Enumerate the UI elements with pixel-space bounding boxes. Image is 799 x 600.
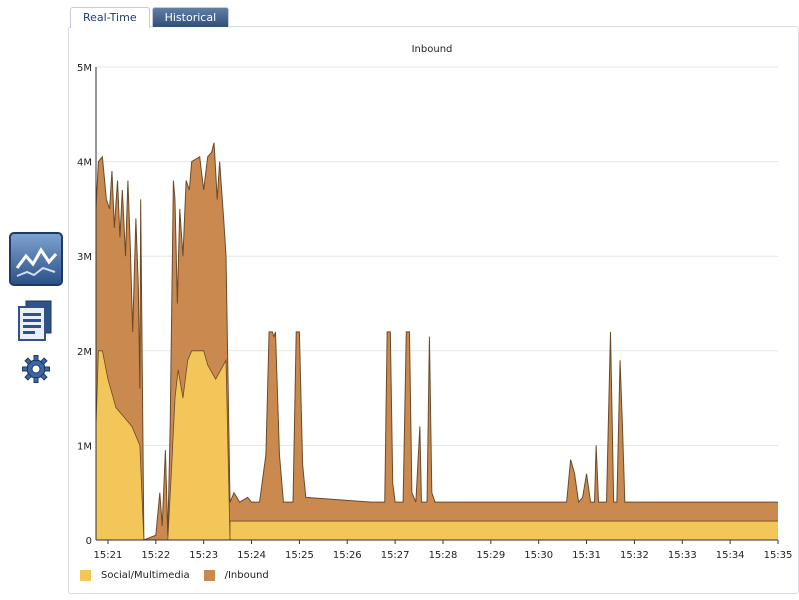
x-tick-label-1: 15:22 [141,550,170,561]
legend-swatch-inbound [203,570,215,581]
x-tick-label-11: 15:32 [620,550,649,561]
line-chart-icon[interactable] [9,232,63,290]
legend-label-social-multimedia: Social/Multimedia [101,570,190,581]
view-tabs: Real-Time Historical [70,7,230,28]
x-tick-label-4: 15:25 [285,550,314,561]
tab-real-time[interactable]: Real-Time [70,7,150,28]
legend-item-social-multimedia[interactable]: Social/Multimedia [80,570,190,581]
x-tick-label-3: 15:24 [237,550,266,561]
legend-item-inbound[interactable]: /Inbound [203,570,269,581]
legend-label-inbound: /Inbound [224,570,269,581]
legend-swatch-social-multimedia [80,570,91,581]
plot-areas [95,142,778,541]
x-tick-label-2: 15:23 [189,550,218,561]
y-tick-label-4: 4M [77,158,92,169]
chart-title: Inbound [412,44,453,55]
y-tick-label-1: 1M [77,441,92,452]
x-tick-label-0: 15:21 [94,550,123,561]
sidebar [9,232,63,388]
x-axis-ticks: 15:21 15:22 15:23 15:24 15:25 15:26 15:27 15:28… [94,540,793,561]
x-tick-label-10: 15:31 [572,550,601,561]
report-document-icon[interactable] [17,300,63,346]
series-line-social-multimedia [95,350,778,541]
gear-icon[interactable] [21,354,63,388]
axes [95,67,778,541]
y-tick-label-3: 3M [77,252,92,263]
series-line-inbound [95,142,778,541]
y-tick-label-2: 2M [77,347,92,358]
tab-historical[interactable]: Historical [151,7,230,27]
y-tick-label-5: 5M [77,63,92,74]
x-tick-label-13: 15:34 [716,550,745,561]
x-tick-label-7: 15:28 [429,550,458,561]
x-tick-label-14: 15:35 [764,550,793,561]
y-tick-label-0: 0 [86,536,92,547]
legend: Social/Multimedia /Inbound [80,570,283,581]
x-tick-label-9: 15:30 [524,550,553,561]
x-tick-label-6: 15:27 [381,550,410,561]
y-axis-ticks: 0 1M 2M 3M 4M 5M [77,63,92,547]
x-tick-label-12: 15:33 [668,550,697,561]
x-tick-label-5: 15:26 [333,550,362,561]
x-tick-label-8: 15:29 [476,550,505,561]
